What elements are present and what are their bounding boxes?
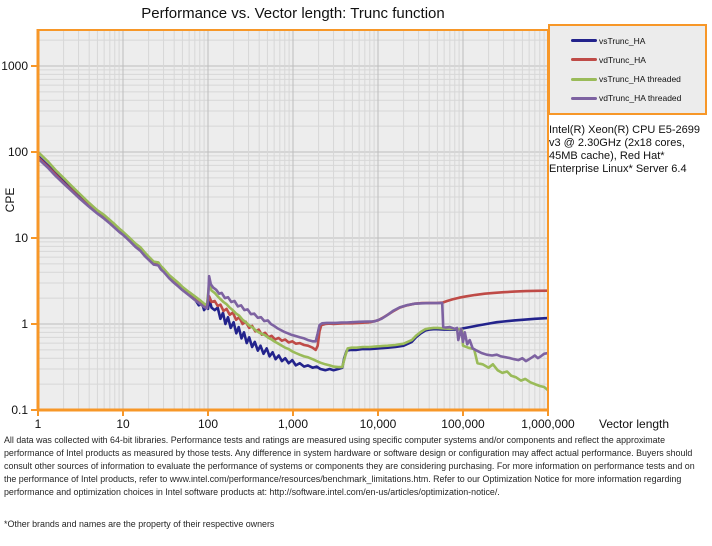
legend-item: vsTrunc_HA threaded [550, 74, 705, 84]
legend-label: vdTrunc_HA [599, 54, 646, 65]
legend-line-swatch [571, 96, 597, 100]
y-tick-label: 1000 [1, 59, 28, 73]
x-tick-label: 10 [116, 417, 130, 431]
legend-line-swatch [571, 77, 597, 81]
legend-line-swatch [571, 39, 597, 43]
series-line-vdTrunc_HA-threaded [38, 157, 548, 363]
legend-item: vsTrunc_HA [550, 36, 705, 46]
y-axis-title: CPE [3, 188, 17, 213]
y-tick-label: 10 [15, 231, 29, 245]
x-axis-title: Vector length [599, 417, 669, 431]
x-tick-label: 1 [35, 417, 42, 431]
system-info-box: Intel(R) Xeon(R) CPU E5-2699 v3 @ 2.30GH… [549, 124, 701, 175]
chart-plot-area: 0.1 1 10 100 1000 1 10 100 1,000 10,000 100,000 1,0… [1, 29, 669, 431]
legend-label: vsTrunc_HA [599, 35, 646, 46]
legend-item: vdTrunc_HA [550, 55, 705, 65]
y-tick-label: 1 [21, 317, 28, 331]
x-tick-label: 1,000 [278, 417, 308, 431]
legend-label: vsTrunc_HA threaded [599, 74, 681, 85]
trademark-note: *Other brands and names are the property… [4, 519, 275, 529]
legend-label: vdTrunc_HA threaded [599, 93, 682, 104]
legend-item: vdTrunc_HA threaded [550, 93, 705, 103]
legend-line-swatch [571, 58, 597, 62]
x-tick-label: 1,000,000 [521, 417, 575, 431]
chart-legend: vsTrunc_HA vdTrunc_HA vsTrunc_HA threade… [548, 24, 707, 115]
disclaimer-text: All data was collected with 64-bit libra… [4, 435, 695, 497]
y-tick-label: 100 [8, 145, 28, 159]
chart-title: Performance vs. Vector length: Trunc fun… [141, 5, 445, 22]
x-tick-label: 10,000 [360, 417, 397, 431]
y-tick-label: 0.1 [11, 403, 28, 417]
x-tick-label: 100 [198, 417, 218, 431]
x-tick-label: 100,000 [441, 417, 485, 431]
